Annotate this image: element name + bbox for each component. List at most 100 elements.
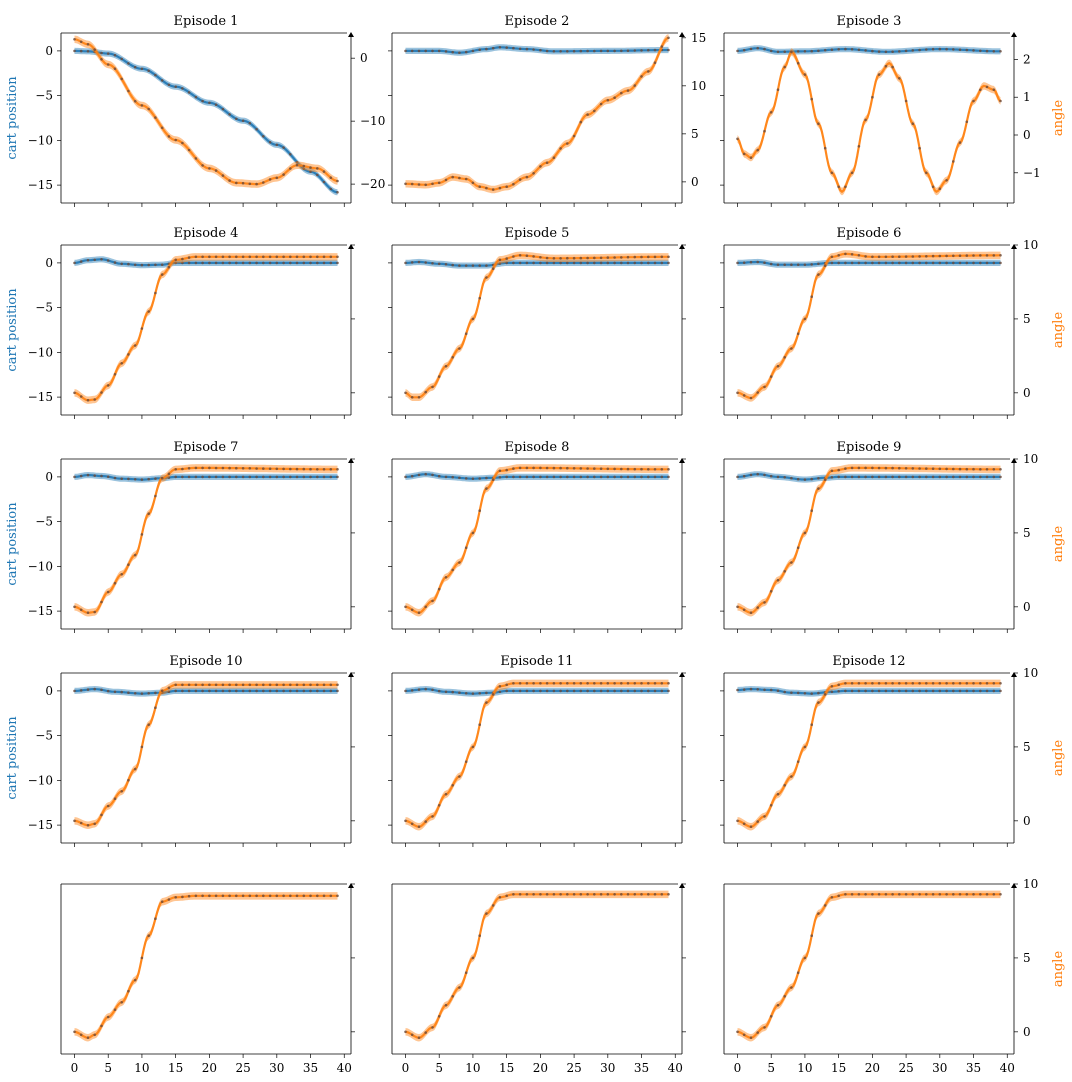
panel-4-cart-point bbox=[295, 261, 299, 265]
panel-7-angle-point bbox=[309, 467, 312, 471]
panel-1-angle-point bbox=[322, 170, 326, 173]
panel-2-cart-point bbox=[620, 49, 623, 53]
panel-6-angle-point bbox=[864, 255, 867, 258]
panel-3-angle-point bbox=[796, 61, 800, 65]
panel-9-cart-point bbox=[904, 475, 908, 479]
panel-9-angle-point bbox=[783, 570, 786, 573]
panel-8-cart-point bbox=[572, 475, 576, 479]
panel-4-cart-ylabel: cart position bbox=[5, 288, 20, 372]
panel-11-angle-point bbox=[458, 775, 461, 778]
panel-1-angle-point bbox=[147, 107, 150, 111]
panel-7-cart-point bbox=[302, 475, 306, 479]
panel-5-cart-point bbox=[417, 260, 421, 264]
panel-6-angle-point bbox=[830, 255, 834, 259]
panel-9-angle-point bbox=[769, 590, 773, 593]
panel-10-cart-point bbox=[214, 689, 218, 693]
panel-11-title: Episode 11 bbox=[500, 654, 573, 669]
panel-12-angle-point bbox=[810, 723, 813, 726]
panel-2-angle-point bbox=[518, 178, 522, 181]
panel-12-angle-point bbox=[985, 682, 989, 685]
panel-9-cart-point bbox=[864, 475, 867, 479]
panel-4-angle-point bbox=[93, 398, 96, 401]
panel-12-cart-point bbox=[891, 689, 894, 693]
panel-11-cart-point bbox=[653, 689, 657, 693]
panel-1-cart-point bbox=[79, 49, 83, 53]
panel-11: Episode 11 bbox=[388, 654, 686, 847]
panel-3-cart-point bbox=[871, 49, 874, 53]
panel-13-x-tick-label: 20 bbox=[202, 1061, 217, 1075]
panel-11-angle-point bbox=[667, 682, 670, 685]
panel-7-angle-point bbox=[275, 467, 279, 471]
panel-6-cart-point bbox=[965, 261, 969, 265]
panel-10-angle-point bbox=[147, 723, 150, 726]
panel-3-cart-point bbox=[938, 47, 942, 51]
panel-15-angle-point bbox=[857, 893, 861, 896]
panel-9-cart-point bbox=[918, 475, 921, 479]
panel-12-cart-point bbox=[749, 687, 753, 691]
panel-13-angle-point bbox=[174, 896, 177, 899]
panel-7-cart-point bbox=[262, 475, 265, 479]
panel-4-angle-point bbox=[181, 257, 184, 261]
panel-8-cart-point bbox=[451, 475, 455, 479]
panel-2-angle-point bbox=[437, 181, 441, 185]
panel-8-cart-point bbox=[640, 475, 643, 479]
panel-3-cart-point bbox=[844, 47, 847, 51]
panel-7-cart-point bbox=[248, 475, 252, 479]
panel-9-right-tick-label: 5 bbox=[1023, 526, 1031, 540]
panel-12-cart-point bbox=[864, 689, 867, 693]
panel-12-angle-point bbox=[925, 682, 928, 685]
panel-14-angle-point bbox=[478, 934, 482, 937]
panel-8-angle-point bbox=[653, 468, 657, 471]
panel-5-angle-point bbox=[532, 255, 535, 258]
panel-3-right-tick-label: −1 bbox=[1023, 166, 1041, 180]
panel-6-angle-point bbox=[891, 255, 894, 258]
panel-2-cart-point bbox=[491, 46, 495, 50]
panel-4-angle-point bbox=[214, 255, 218, 259]
panel-12-angle-point bbox=[803, 745, 807, 749]
panel-2-angle-point bbox=[566, 142, 569, 145]
panel-4-angle-point bbox=[100, 391, 103, 394]
panel-11-cart-point bbox=[572, 689, 576, 693]
panel-3-cart-point bbox=[864, 49, 867, 52]
panel-7-cart-point bbox=[113, 476, 117, 480]
panel-13-angle-point bbox=[309, 894, 312, 898]
panel-3-cart-point bbox=[736, 49, 739, 53]
panel-14-angle-point bbox=[431, 1026, 434, 1029]
panel-11-angle-point bbox=[620, 682, 623, 685]
panel-1-angle-point bbox=[302, 164, 306, 168]
panel-15-angle-point bbox=[823, 904, 827, 907]
panel-15-angle-point bbox=[898, 893, 901, 896]
panel-15-angle-point bbox=[891, 893, 894, 896]
panel-9-cart-point bbox=[999, 475, 1002, 479]
panel-10-angle-point bbox=[282, 683, 285, 687]
panel-7-left-tick-label: −10 bbox=[28, 559, 53, 573]
panel-3-cart-point bbox=[891, 50, 894, 53]
panel-5-cart-point bbox=[431, 262, 434, 265]
panel-6-angle-point bbox=[884, 255, 888, 259]
panel-10-cart-point bbox=[295, 689, 299, 693]
panel-1-cart-point bbox=[127, 62, 130, 65]
panel-4-angle-point bbox=[282, 255, 285, 259]
panel-8-angle-point bbox=[539, 466, 542, 470]
panel-8-angle-point bbox=[572, 467, 576, 470]
panel-3-angle-point bbox=[918, 146, 921, 150]
panel-8-cart-point bbox=[532, 475, 535, 479]
panel-7-angle-point bbox=[147, 512, 150, 515]
panel-1-angle-point bbox=[336, 179, 339, 183]
panel-3-cart-point bbox=[823, 48, 827, 52]
panel-15-angle-point bbox=[742, 1033, 746, 1037]
panel-14-angle-point bbox=[485, 912, 488, 915]
panel-9-cart-line bbox=[737, 473, 1001, 481]
panel-1-cart-point bbox=[255, 127, 258, 131]
panel-6-angle-point bbox=[837, 254, 840, 257]
panel-9-angle-point bbox=[898, 466, 901, 470]
panel-4-cart-point bbox=[241, 261, 245, 265]
panel-7-angle-point bbox=[322, 468, 326, 471]
panel-2-angle-point bbox=[431, 182, 434, 186]
panel-2-cart-point bbox=[667, 48, 670, 52]
panel-6-cart-point bbox=[850, 261, 854, 265]
panel-14-x-tick-label: 35 bbox=[634, 1061, 649, 1075]
panel-3-angle-point bbox=[749, 156, 753, 159]
panel-13-angle-point bbox=[120, 1001, 123, 1004]
panel-14-x-tick-label: 5 bbox=[435, 1061, 443, 1075]
